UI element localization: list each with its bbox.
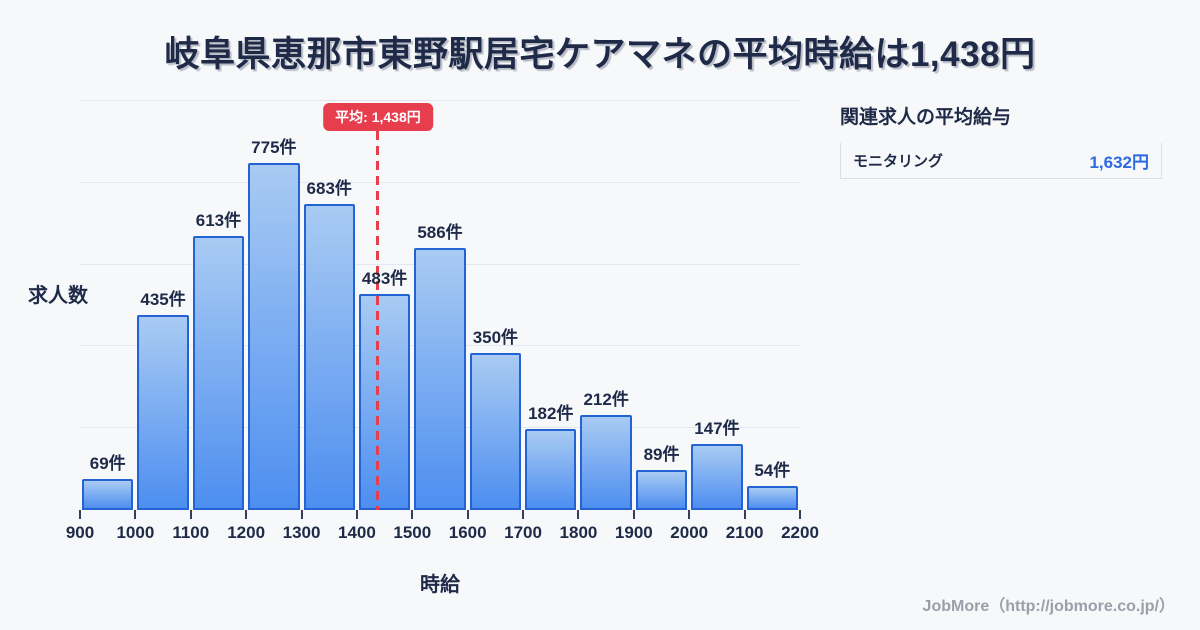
- histogram-bar: [303, 204, 355, 510]
- x-axis-tick-label: 1600: [448, 523, 487, 542]
- x-axis-tick: [688, 510, 691, 519]
- bar-value-label: 69件: [89, 454, 126, 474]
- x-axis-tick: [632, 510, 635, 519]
- x-axis-tick: [522, 510, 525, 519]
- x-axis-tick-label: 2000: [670, 523, 709, 542]
- side-panel-row-label: モニタリング: [853, 153, 944, 170]
- x-axis-tick-label: 1500: [393, 523, 432, 542]
- bar-value-label: 683件: [306, 179, 352, 199]
- gridline: [80, 181, 800, 183]
- side-panel-row-value: 1,632円: [1089, 153, 1149, 172]
- histogram-bar: [691, 444, 743, 510]
- histogram-bar: [358, 293, 411, 510]
- bar-value-label: 775件: [251, 138, 297, 157]
- x-axis-tick: [355, 510, 358, 519]
- histogram-plot-area: 69件 435件 613件 775件 683件 483件 586件 350件 182件 212件 8…: [66, 100, 819, 542]
- bar-value-label: 182件: [528, 403, 574, 423]
- page-title: 岐阜県恵那市東野駅居宅ケアマネの平均時給は1,438円: [164, 35, 1036, 74]
- x-axis-tick: [577, 510, 580, 519]
- side-panel-heading: 関連求人の平均給与: [840, 107, 1012, 128]
- histogram-bar: [469, 353, 522, 510]
- bar-value-label: 147件: [694, 419, 740, 439]
- histogram-bar: [746, 485, 798, 510]
- bar-value-label: 586件: [417, 222, 463, 242]
- y-axis-title: 求人数: [28, 285, 88, 307]
- histogram-bar: [248, 163, 300, 510]
- x-axis-tick-label: 1800: [559, 523, 598, 542]
- histogram-bar: [414, 247, 466, 510]
- average-dashed-line: [376, 131, 380, 510]
- histogram-bar: [580, 415, 632, 510]
- x-axis-title: 時給: [420, 574, 460, 596]
- bar-value-label: 212件: [583, 390, 629, 410]
- x-axis-tick-label: 1900: [614, 523, 653, 542]
- histogram-bar: [525, 428, 577, 510]
- x-axis-tick-label: 900: [65, 523, 95, 542]
- x-axis-tick: [743, 510, 746, 519]
- x-axis-tick: [245, 510, 248, 519]
- bar-value-label: 483件: [361, 268, 408, 288]
- x-axis-tick-label: 1400: [338, 523, 376, 542]
- bar-value-label: 54件: [754, 460, 791, 480]
- x-axis-tick: [411, 510, 414, 519]
- x-axis-tick-label: 1200: [227, 523, 266, 542]
- x-axis-tick: [300, 510, 303, 519]
- x-axis-tick: [466, 510, 469, 519]
- bar-value-label: 435件: [140, 290, 186, 310]
- x-axis-tick-label: 2100: [725, 523, 764, 542]
- gridline: [80, 100, 800, 101]
- x-axis-tick-label: 1700: [504, 523, 542, 542]
- x-axis-tick-label: 1000: [116, 523, 155, 542]
- x-axis-tick: [189, 510, 192, 519]
- x-axis-tick: [799, 510, 801, 519]
- bar-value-label: 350件: [472, 328, 519, 348]
- histogram-bar: [635, 470, 688, 510]
- bar-value-label: 613件: [195, 210, 242, 230]
- histogram-bar: [82, 479, 134, 510]
- x-axis-tick: [79, 510, 81, 519]
- x-axis-tick-label: 2200: [781, 523, 819, 542]
- side-panel-row: モニタリング 1,632円: [840, 143, 1162, 179]
- histogram-bar: [192, 235, 245, 510]
- bar-value-label: 89件: [643, 445, 680, 465]
- histogram-bar: [137, 315, 189, 510]
- x-axis-tick-label: 1300: [282, 523, 321, 542]
- footer-credit: JobMore（http://jobmore.co.jp/）: [922, 598, 1175, 615]
- average-badge: 平均: 1,438円: [323, 103, 433, 131]
- x-axis-tick-label: 1100: [172, 523, 210, 542]
- x-axis-tick: [134, 510, 137, 519]
